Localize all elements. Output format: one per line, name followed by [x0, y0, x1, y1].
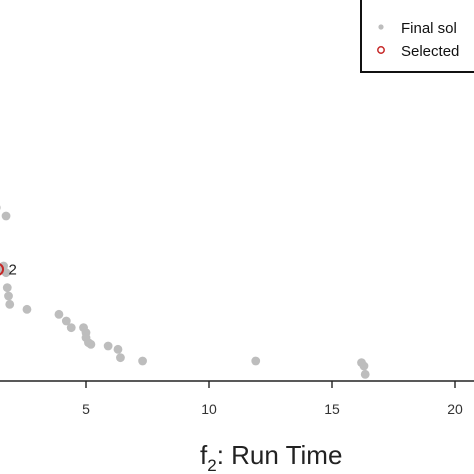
data-point	[251, 356, 261, 366]
selected-points-layer: 23	[0, 261, 17, 278]
data-point	[4, 291, 13, 301]
points-layer	[0, 205, 370, 379]
x-tick-label: 10	[201, 401, 217, 417]
x-axis-title: f2: Run Time	[200, 440, 342, 474]
x-tick-label: 20	[447, 401, 463, 417]
data-point	[86, 339, 96, 349]
x-axis: 5 10 15 20	[0, 380, 474, 417]
data-point	[61, 316, 71, 326]
legend-box	[360, 0, 474, 73]
selected-point-label: 2	[8, 261, 16, 278]
data-point	[116, 353, 125, 363]
legend-final-label: Final sol	[401, 20, 457, 37]
x-tick-label: 15	[324, 401, 340, 417]
data-point	[54, 309, 64, 319]
data-point	[2, 283, 12, 293]
x-tick-label: 5	[82, 401, 90, 417]
data-point	[103, 341, 113, 351]
selected-point	[0, 263, 5, 276]
legend-selected-label: Selected	[401, 43, 459, 60]
data-point	[359, 361, 369, 371]
data-point	[0, 205, 1, 210]
legend-selected-marker	[377, 46, 385, 54]
data-point	[1, 211, 11, 221]
data-point	[138, 356, 147, 366]
data-point	[360, 369, 370, 379]
data-point	[113, 344, 123, 354]
data-point	[66, 323, 76, 333]
legend: Final sol Selected	[360, 0, 474, 73]
data-point	[5, 299, 15, 309]
data-point	[22, 304, 32, 314]
legend-final-marker	[378, 24, 384, 30]
